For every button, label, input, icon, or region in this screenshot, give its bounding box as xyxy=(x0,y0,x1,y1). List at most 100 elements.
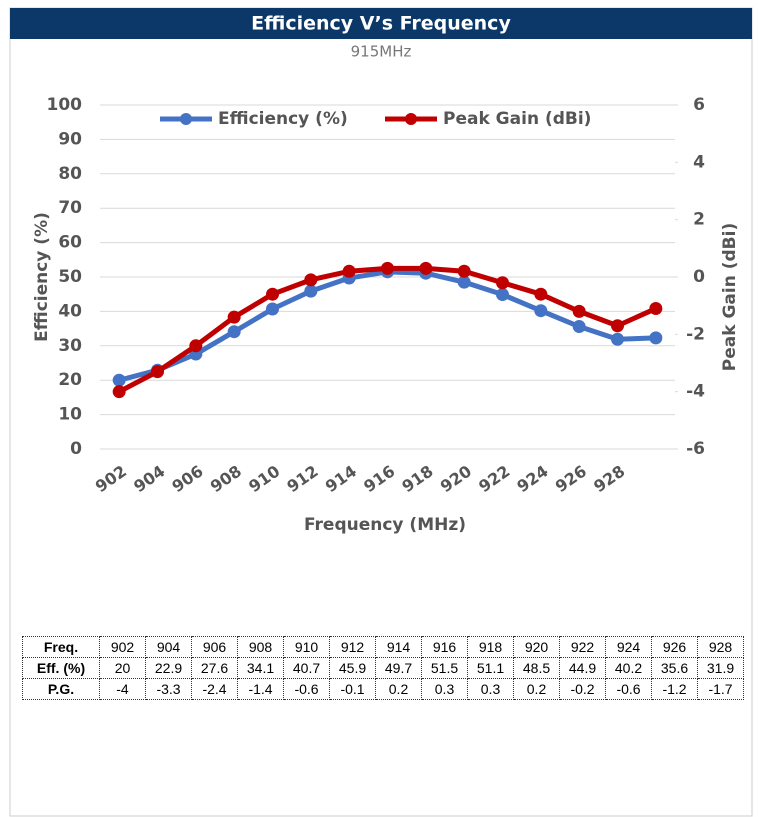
point xyxy=(112,373,126,387)
point xyxy=(419,261,433,275)
table-cell: 45.9 xyxy=(329,657,376,679)
table-cell: 920 xyxy=(513,636,560,658)
y-axis-title: Efficiency (%) xyxy=(32,212,52,342)
subtitle: 915MHz xyxy=(351,43,412,61)
table-cell: -1.7 xyxy=(697,678,744,700)
x-tick-label: 916 xyxy=(360,461,398,496)
table-cell: -1.2 xyxy=(651,678,698,700)
table-row: P.G. -4 -3.3 -2.4 -1.4 -0.6 -0.1 0.2 0.3 0.3 0.2 -0… xyxy=(22,678,744,700)
legend-marker xyxy=(180,113,192,125)
y2-tick-label: 0 xyxy=(693,267,705,287)
table-cell: 0.2 xyxy=(513,678,560,700)
x-tick-label: 904 xyxy=(130,461,168,496)
table-cell: 908 xyxy=(237,636,284,658)
point xyxy=(304,273,318,287)
legend-label: Peak Gain (dBi) xyxy=(443,109,591,129)
y-tick-label: 80 xyxy=(58,164,82,184)
y-tick-label: 10 xyxy=(58,405,82,425)
table-cell: -0.2 xyxy=(559,678,606,700)
point xyxy=(151,365,164,379)
point xyxy=(304,284,318,298)
x-tick-label: 920 xyxy=(437,461,475,496)
x-tick-label: 926 xyxy=(552,461,590,496)
y2-tick-label: -4 xyxy=(686,382,705,402)
table-cell: 0.3 xyxy=(421,678,468,700)
y-tick-label: 70 xyxy=(58,198,82,218)
y2-tick-label: -6 xyxy=(686,439,705,459)
table-cell: 40.2 xyxy=(605,657,652,679)
y-tick-label: 90 xyxy=(58,129,82,149)
y-tick-label: 20 xyxy=(58,370,82,390)
table-cell: 912 xyxy=(329,636,376,658)
table-cell: 906 xyxy=(191,636,238,658)
x-tick-label: 918 xyxy=(398,461,436,496)
point xyxy=(649,331,663,345)
table-cell: 27.6 xyxy=(191,657,238,679)
table-row: Freq. 902 904 906 908 910 912 914 916 918 920 922 92… xyxy=(22,636,744,658)
table-cell: 914 xyxy=(375,636,422,658)
point xyxy=(496,288,509,302)
y-tick-label: 50 xyxy=(58,267,82,287)
table-cell: 51.5 xyxy=(421,657,468,679)
table-cell: 916 xyxy=(421,636,468,658)
y2-tick-label: 2 xyxy=(693,210,705,230)
table-cell: -0.6 xyxy=(283,678,330,700)
title-bar xyxy=(10,8,752,39)
table-cell: 922 xyxy=(559,636,606,658)
x-tick-label: 910 xyxy=(245,461,283,496)
y-tick-label: 0 xyxy=(70,439,82,459)
table-cell: 924 xyxy=(605,636,652,658)
y-tick-label: 100 xyxy=(47,95,83,115)
table-cell: 34.1 xyxy=(237,657,284,679)
point xyxy=(227,310,241,324)
table-cell: 926 xyxy=(651,636,698,658)
point xyxy=(381,261,394,275)
point xyxy=(534,287,548,301)
table-cell: 40.7 xyxy=(283,657,330,679)
point xyxy=(112,385,126,399)
legend-label: Efficiency (%) xyxy=(218,109,348,129)
x-tick-label: 912 xyxy=(283,461,321,496)
x-tick-label: 922 xyxy=(475,461,513,496)
point xyxy=(457,264,471,278)
y-tick-label: 30 xyxy=(58,336,82,356)
table-cell: -3.3 xyxy=(145,678,192,700)
point xyxy=(266,287,279,301)
y2-axis-title: Peak Gain (dBi) xyxy=(720,223,740,371)
table-row: Eff. (%) 20 22.9 27.6 34.1 40.7 45.9 49.7 51.5 51… xyxy=(22,657,744,679)
table-cell: -0.6 xyxy=(605,678,652,700)
x-tick-label: 928 xyxy=(590,461,628,496)
table-cell: 0.3 xyxy=(467,678,514,700)
point xyxy=(534,304,548,318)
y2-tick-label: -2 xyxy=(686,324,705,344)
point xyxy=(611,332,624,346)
point xyxy=(266,302,279,316)
point xyxy=(649,302,663,316)
table-cell: -0.1 xyxy=(329,678,376,700)
table-cell: 20 xyxy=(99,657,146,679)
table-cell: 928 xyxy=(697,636,744,658)
table-cell: -1.4 xyxy=(237,678,284,700)
point xyxy=(189,339,203,353)
table-cell: 35.6 xyxy=(651,657,698,679)
y2-tick-label: 6 xyxy=(693,95,705,115)
legend-marker xyxy=(405,113,417,125)
table-cell: 0.2 xyxy=(375,678,422,700)
table-cell: 918 xyxy=(467,636,514,658)
table-cell: 902 xyxy=(99,636,146,658)
point xyxy=(572,304,586,318)
row-header: Eff. (%) xyxy=(22,657,100,679)
table-cell: 22.9 xyxy=(145,657,192,679)
table-cell: 44.9 xyxy=(559,657,606,679)
point xyxy=(496,276,509,290)
x-tick-label: 924 xyxy=(513,461,551,496)
table-cell: -4 xyxy=(99,678,146,700)
x-tick-label: 914 xyxy=(322,461,360,496)
point xyxy=(611,319,624,333)
y2-tick-label: 4 xyxy=(693,152,705,172)
table-cell: 48.5 xyxy=(513,657,560,679)
x-tick-label: 902 xyxy=(92,461,130,496)
table-cell: 51.1 xyxy=(467,657,514,679)
point xyxy=(227,325,241,339)
